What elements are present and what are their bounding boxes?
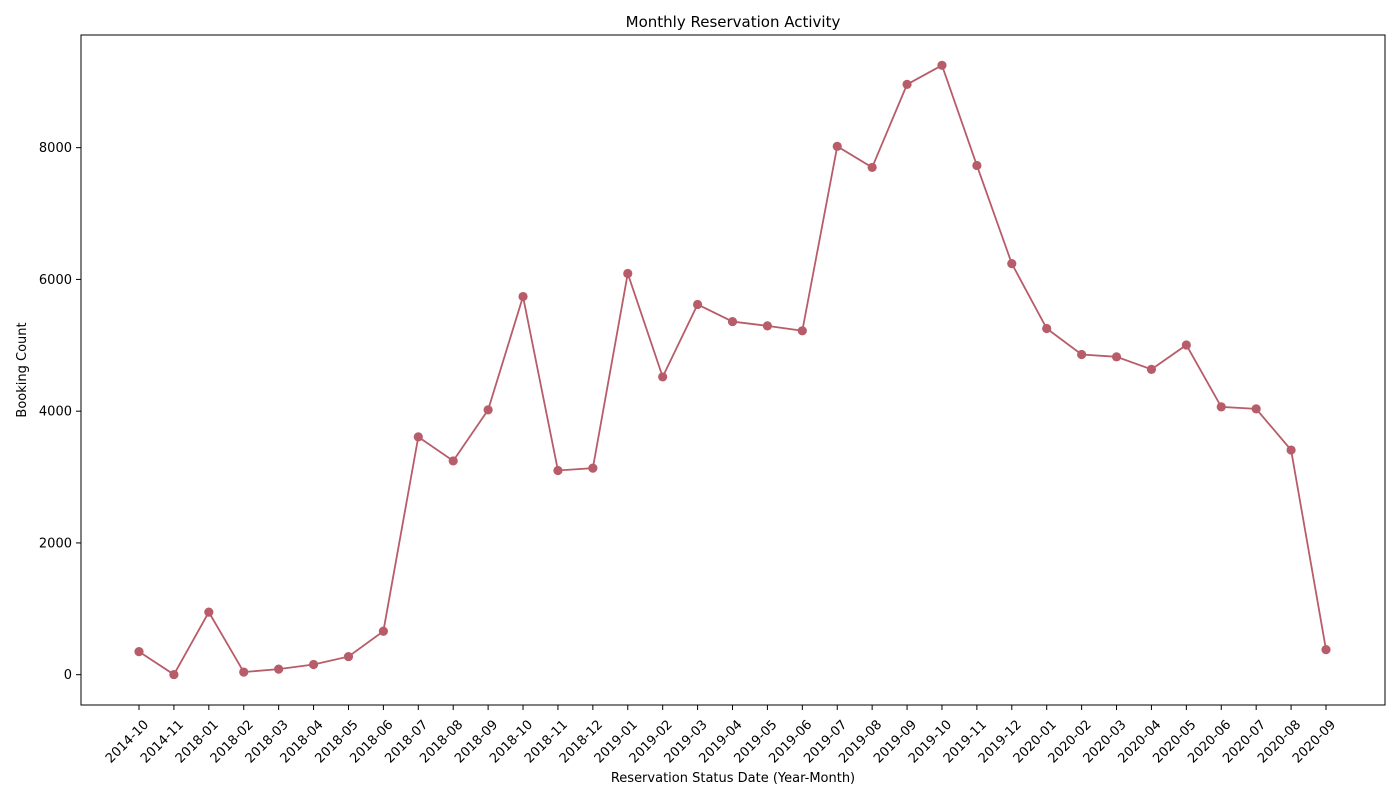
plot-frame (80, 34, 1386, 706)
data-point (1077, 349, 1087, 360)
data-point (553, 465, 563, 476)
x-axis-title: Reservation Status Date (Year-Month) (611, 771, 855, 786)
data-point (343, 651, 354, 662)
data-point (413, 432, 423, 442)
y-axis: 0 2000 4000 6000 8000 (39, 141, 81, 683)
data-point (169, 669, 179, 680)
data-point (727, 316, 738, 327)
y-tick-label: 6000 (39, 273, 72, 288)
data-point (1181, 340, 1191, 350)
y-tick-label: 0 (64, 668, 72, 683)
y-tick-label: 2000 (39, 536, 72, 551)
data-point (274, 664, 284, 674)
series-markers (134, 60, 1331, 680)
data-point (1321, 645, 1331, 655)
data-point (658, 372, 668, 382)
data-point (588, 463, 598, 473)
data-point (937, 60, 947, 70)
data-point (1216, 402, 1226, 412)
data-point (308, 659, 319, 670)
x-axis: 2014-102014-112018-012018-022018-032018-… (103, 705, 1339, 766)
plot-area-border (80, 34, 1386, 706)
y-tick-label: 4000 (39, 405, 72, 420)
data-point (832, 141, 842, 151)
data-point (1251, 404, 1261, 414)
y-axis-title: Booking Count (15, 322, 30, 417)
data-point (1042, 323, 1052, 334)
series-layer (134, 60, 1331, 680)
data-point (204, 607, 214, 617)
data-point (448, 456, 458, 466)
data-point (692, 299, 703, 310)
data-point (1146, 364, 1157, 374)
data-point (483, 405, 493, 415)
data-point (378, 626, 388, 636)
data-point (972, 160, 982, 171)
data-point (1007, 259, 1017, 269)
data-point (797, 326, 807, 336)
y-tick-label: 8000 (39, 141, 72, 156)
data-point (762, 321, 773, 331)
chart-title: Monthly Reservation Activity (626, 13, 841, 31)
data-point (239, 667, 249, 677)
data-point (623, 268, 633, 279)
data-point (902, 79, 912, 90)
data-point (518, 291, 528, 302)
data-point (1286, 445, 1296, 455)
data-point (1111, 352, 1122, 362)
data-point (867, 162, 877, 173)
data-point (134, 647, 144, 657)
